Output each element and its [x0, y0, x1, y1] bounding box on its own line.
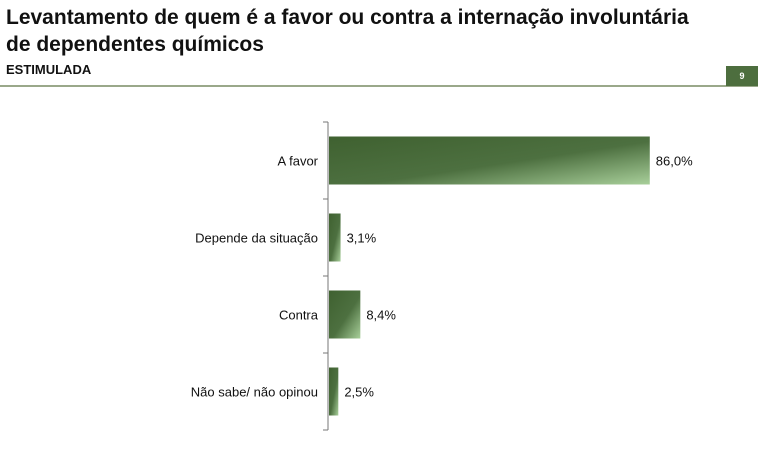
- y-axis-ticks: [323, 121, 328, 431]
- page-title: Levantamento de quem é a favor ou contra…: [6, 6, 689, 56]
- value-label: 3,1%: [347, 231, 377, 246]
- value-label: 86,0%: [656, 154, 693, 169]
- value-label: 2,5%: [344, 385, 374, 400]
- bars-group: A favor 86,0% Depende da situação 3,1% Contr…: [191, 136, 693, 416]
- category-label: Contra: [279, 308, 319, 323]
- category-label: A favor: [278, 154, 319, 169]
- bar: [329, 290, 361, 339]
- category-label: Não sabe/ não opinou: [191, 385, 318, 400]
- page-number: 9: [739, 71, 745, 81]
- header-divider: [0, 85, 758, 87]
- bar: [329, 213, 341, 262]
- value-label: 8,4%: [366, 308, 396, 323]
- page-number-badge: 9: [726, 66, 758, 86]
- category-label: Depende da situação: [195, 231, 318, 246]
- bar: [329, 136, 650, 185]
- page-subtitle: ESTIMULADA: [6, 62, 92, 77]
- bar: [329, 367, 339, 416]
